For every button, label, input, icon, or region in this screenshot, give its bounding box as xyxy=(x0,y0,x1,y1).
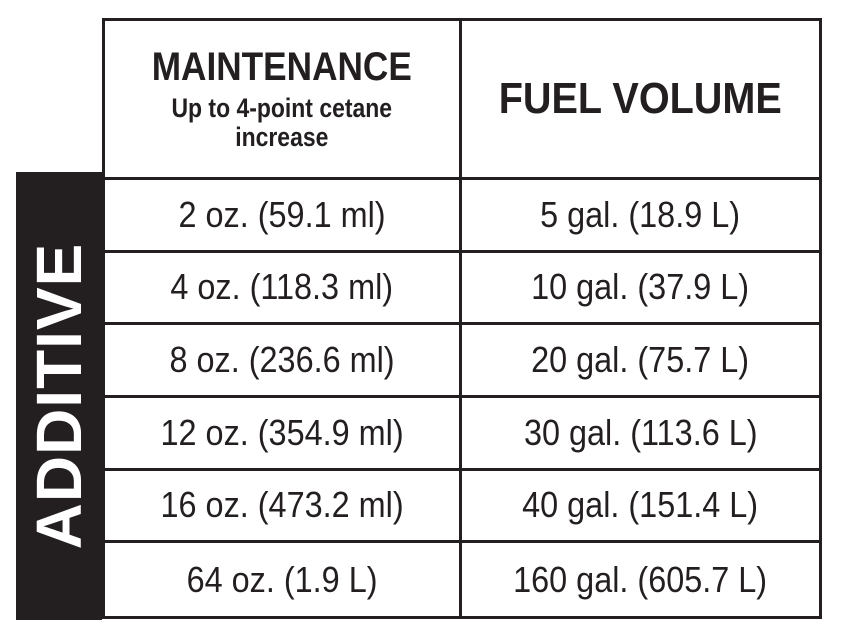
additive-cell: 64 oz. (1.9 L) xyxy=(105,543,462,616)
fuel-volume-header-title: FUEL VOLUME xyxy=(498,74,783,123)
maintenance-header-subtitle-line1: Up to 4-point cetane xyxy=(171,93,393,123)
additive-value: 16 oz. (473.2 ml) xyxy=(160,484,404,526)
additive-value: 4 oz. (118.3 ml) xyxy=(170,266,394,308)
maintenance-header-subtitle-line2: increase xyxy=(235,122,329,152)
fuel-cell: 10 gal. (37.9 L) xyxy=(462,253,819,326)
maintenance-header-title: MAINTENANCE xyxy=(151,45,413,89)
fuel-value: 5 gal. (18.9 L) xyxy=(540,193,741,235)
additive-cell: 16 oz. (473.2 ml) xyxy=(105,470,462,544)
additive-value: 12 oz. (354.9 ml) xyxy=(160,411,404,453)
fuel-cell: 5 gal. (18.9 L) xyxy=(462,180,819,253)
fuel-value: 30 gal. (113.6 L) xyxy=(523,411,758,453)
additive-cell: 8 oz. (236.6 ml) xyxy=(105,325,462,398)
fuel-cell: 20 gal. (75.7 L) xyxy=(462,325,819,398)
additive-value: 8 oz. (236.6 ml) xyxy=(169,339,395,381)
fuel-cell: 40 gal. (151.4 L) xyxy=(462,471,819,544)
fuel-value: 10 gal. (37.9 L) xyxy=(531,266,750,308)
additive-value: 2 oz. (59.1 ml) xyxy=(178,193,386,235)
fuel-cell: 30 gal. (113.6 L) xyxy=(462,398,819,471)
fuel-cell: 160 gal. (605.7 L) xyxy=(462,543,819,616)
maintenance-header-cell: MAINTENANCE Up to 4-point cetane increas… xyxy=(105,21,462,180)
fuel-volume-header-cell: FUEL VOLUME xyxy=(462,21,819,180)
additive-cell: 12 oz. (354.9 ml) xyxy=(105,397,462,471)
fuel-value: 20 gal. (75.7 L) xyxy=(531,339,750,381)
additive-side-label: ADDITIVE xyxy=(23,242,95,550)
dosage-table: MAINTENANCE Up to 4-point cetane increas… xyxy=(102,18,822,619)
fuel-value: 40 gal. (151.4 L) xyxy=(522,484,759,526)
additive-side-bar xyxy=(16,172,102,620)
additive-cell: 4 oz. (118.3 ml) xyxy=(105,252,462,326)
fuel-value: 160 gal. (605.7 L) xyxy=(513,558,768,600)
additive-cell: 2 oz. (59.1 ml) xyxy=(105,180,462,253)
additive-value: 64 oz. (1.9 L) xyxy=(186,558,378,600)
